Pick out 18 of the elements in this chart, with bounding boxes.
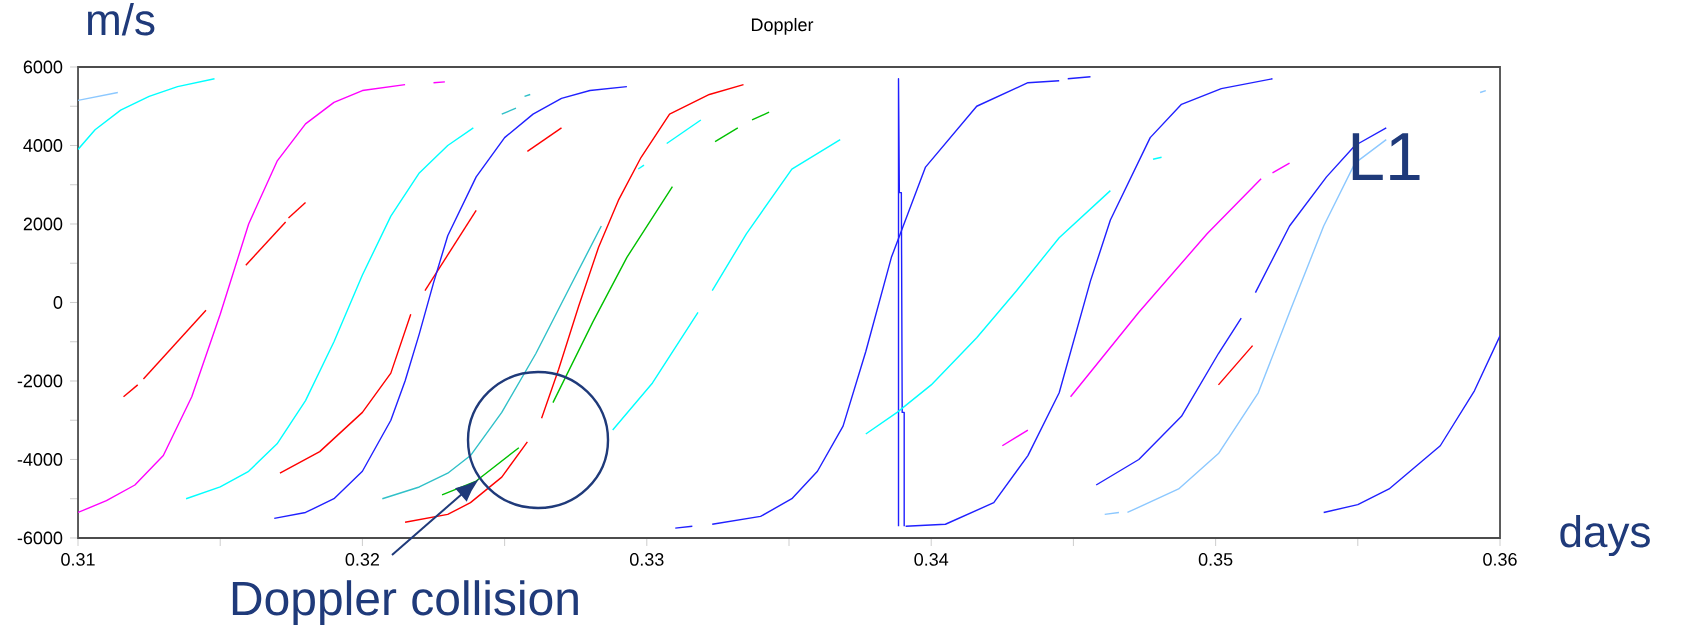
x-tick-label: 0.35 — [1198, 553, 1233, 566]
x-tick-label: 0.32 — [345, 553, 380, 566]
y-tick-label: -4000 — [17, 453, 63, 466]
chart-title: Doppler — [751, 17, 814, 35]
x-tick-label: 0.34 — [914, 553, 949, 566]
x-axis-title: days — [1560, 515, 1650, 557]
y-tick-label: -6000 — [17, 531, 63, 545]
y-tick-label: 2000 — [23, 217, 63, 231]
annotation: L1 — [1352, 133, 1420, 180]
y-tick-label: 4000 — [23, 139, 63, 152]
y-tick-label: -2000 — [17, 374, 63, 388]
y-tick-label: 0 — [53, 296, 63, 309]
y-axis-title: m/s — [88, 3, 155, 36]
y-tick-label: 6000 — [23, 60, 63, 74]
annotation: Doppler collision — [232, 580, 578, 625]
x-tick-label: 0.33 — [629, 553, 664, 566]
x-tick-label: 0.36 — [1483, 553, 1517, 566]
x-tick-label: 0.31 — [61, 553, 95, 566]
